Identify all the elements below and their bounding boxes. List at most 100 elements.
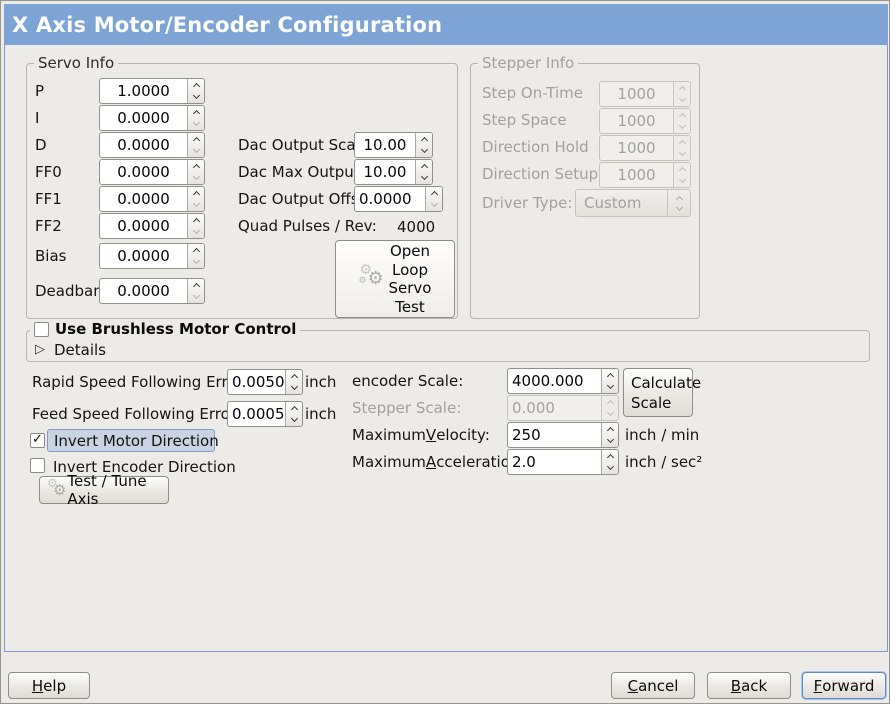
- feed-spin-buttons[interactable]: [285, 402, 302, 426]
- ff2-label: FF2: [35, 217, 62, 235]
- d-spin-buttons[interactable]: [187, 133, 204, 157]
- ff0-spinbox[interactable]: 0.0000: [99, 159, 205, 185]
- ff0-value[interactable]: 0.0000: [117, 163, 170, 181]
- deadband-spinbox[interactable]: 0.0000: [99, 278, 205, 304]
- acceleration-spin-buttons[interactable]: [601, 450, 618, 474]
- spin-up-icon[interactable]: [420, 163, 428, 172]
- calculate-scale-button[interactable]: Calculate Scale: [623, 368, 701, 417]
- spin-down-icon[interactable]: [192, 226, 200, 235]
- spin-up-icon[interactable]: [420, 136, 428, 145]
- open-loop-servo-test-button[interactable]: ⚙ ⚙ ⚙ Open Loop Servo Test: [335, 240, 455, 318]
- dac-output-scale-spinbox[interactable]: 10.00: [354, 132, 433, 158]
- spin-up-icon[interactable]: [192, 190, 200, 199]
- expander-triangle-icon[interactable]: ▷: [35, 342, 45, 357]
- spin-up-icon[interactable]: [430, 190, 438, 199]
- spin-down-icon[interactable]: [192, 91, 200, 100]
- spin-up-icon: [678, 85, 686, 94]
- feed-following-error-spinbox[interactable]: 0.0005: [227, 401, 303, 427]
- spin-down-icon[interactable]: [192, 199, 200, 208]
- rapid-following-error-value[interactable]: 0.0050: [232, 373, 285, 391]
- d-value[interactable]: 0.0000: [117, 136, 170, 154]
- ff1-spinbox[interactable]: 0.0000: [99, 186, 205, 212]
- dac-max-output-value[interactable]: 10.00: [363, 163, 407, 181]
- p-spin-buttons[interactable]: [187, 79, 204, 103]
- ff0-spin-buttons[interactable]: [187, 160, 204, 184]
- spin-down-icon[interactable]: [192, 145, 200, 154]
- dac-scale-spin-buttons[interactable]: [415, 133, 432, 157]
- ff2-spin-buttons[interactable]: [187, 214, 204, 238]
- i-value[interactable]: 0.0000: [117, 109, 170, 127]
- maximum-velocity-value[interactable]: 250: [512, 426, 541, 444]
- deadband-label: Deadband: [35, 282, 113, 300]
- spin-down-icon[interactable]: [420, 145, 428, 154]
- bias-spinbox[interactable]: 0.0000: [99, 243, 205, 269]
- encoder-scale-value[interactable]: 4000.000: [512, 372, 584, 390]
- spin-down-icon[interactable]: [192, 172, 200, 181]
- i-spin-buttons[interactable]: [187, 106, 204, 130]
- deadband-value[interactable]: 0.0000: [117, 282, 170, 300]
- spin-down-icon[interactable]: [192, 291, 200, 300]
- spin-down-icon[interactable]: [420, 172, 428, 181]
- ff1-value[interactable]: 0.0000: [117, 190, 170, 208]
- spin-up-icon[interactable]: [192, 282, 200, 291]
- maximum-acceleration-spinbox[interactable]: 2.0: [507, 449, 619, 475]
- spin-down-icon[interactable]: [192, 256, 200, 265]
- spin-up-icon[interactable]: [192, 217, 200, 226]
- use-brushless-checkbox[interactable]: [34, 322, 49, 337]
- spin-up-icon[interactable]: [192, 163, 200, 172]
- invert-encoder-label[interactable]: Invert Encoder Direction: [53, 458, 236, 476]
- dac-output-offset-spinbox[interactable]: 0.0000: [354, 186, 443, 212]
- spin-up-icon[interactable]: [192, 82, 200, 91]
- deadband-spin-buttons[interactable]: [187, 279, 204, 303]
- encoder-scale-spin-buttons[interactable]: [601, 369, 618, 393]
- spin-up-icon[interactable]: [606, 426, 614, 435]
- spin-up-icon[interactable]: [192, 247, 200, 256]
- spin-up-icon[interactable]: [290, 405, 298, 414]
- invert-motor-label[interactable]: Invert Motor Direction: [47, 429, 219, 452]
- i-spinbox[interactable]: 0.0000: [99, 105, 205, 131]
- feed-following-error-value[interactable]: 0.0005: [232, 405, 285, 423]
- bias-spin-buttons[interactable]: [187, 244, 204, 268]
- dac-max-spin-buttons[interactable]: [415, 160, 432, 184]
- spin-up-icon[interactable]: [606, 372, 614, 381]
- spin-down-icon[interactable]: [192, 118, 200, 127]
- d-spinbox[interactable]: 0.0000: [99, 132, 205, 158]
- p-spinbox[interactable]: 1.0000: [99, 78, 205, 104]
- spin-down-icon[interactable]: [290, 414, 298, 423]
- maximum-acceleration-value[interactable]: 2.0: [512, 453, 536, 471]
- ff2-value[interactable]: 0.0000: [117, 217, 170, 235]
- test-tune-axis-button[interactable]: ⚙ ⚙ Test / Tune Axis: [39, 472, 169, 508]
- velocity-spin-buttons[interactable]: [601, 423, 618, 447]
- spin-down-icon[interactable]: [606, 381, 614, 390]
- ff1-spin-buttons[interactable]: [187, 187, 204, 211]
- rapid-following-error-spinbox[interactable]: 0.0050: [227, 369, 303, 395]
- help-mnemonic: H: [31, 676, 44, 695]
- details-expander-label[interactable]: Details: [54, 341, 107, 359]
- bias-value[interactable]: 0.0000: [117, 247, 170, 265]
- dac-output-offset-value[interactable]: 0.0000: [359, 190, 412, 208]
- direction-hold-value: 1000: [617, 139, 656, 157]
- spin-down-icon[interactable]: [606, 462, 614, 471]
- encoder-scale-spinbox[interactable]: 4000.000: [507, 368, 619, 394]
- spin-up-icon[interactable]: [290, 373, 298, 382]
- dac-offset-spin-buttons[interactable]: [425, 187, 442, 211]
- invert-encoder-checkbox[interactable]: [30, 458, 45, 473]
- spin-down-icon[interactable]: [606, 435, 614, 444]
- ff2-spinbox[interactable]: 0.0000: [99, 213, 205, 239]
- spin-up-icon[interactable]: [606, 453, 614, 462]
- spin-down-icon[interactable]: [430, 199, 438, 208]
- maximum-velocity-spinbox[interactable]: 250: [507, 422, 619, 448]
- spin-down-icon[interactable]: [290, 382, 298, 391]
- p-value[interactable]: 1.0000: [117, 82, 170, 100]
- dac-output-scale-value[interactable]: 10.00: [363, 136, 407, 154]
- dac-max-output-spinbox[interactable]: 10.00: [354, 159, 433, 185]
- spin-up-icon[interactable]: [192, 136, 200, 145]
- invert-motor-checkbox[interactable]: [30, 432, 45, 448]
- rapid-spin-buttons[interactable]: [285, 370, 302, 394]
- spin-up-icon[interactable]: [192, 109, 200, 118]
- gears-icon: ⚙ ⚙ ⚙: [359, 262, 389, 293]
